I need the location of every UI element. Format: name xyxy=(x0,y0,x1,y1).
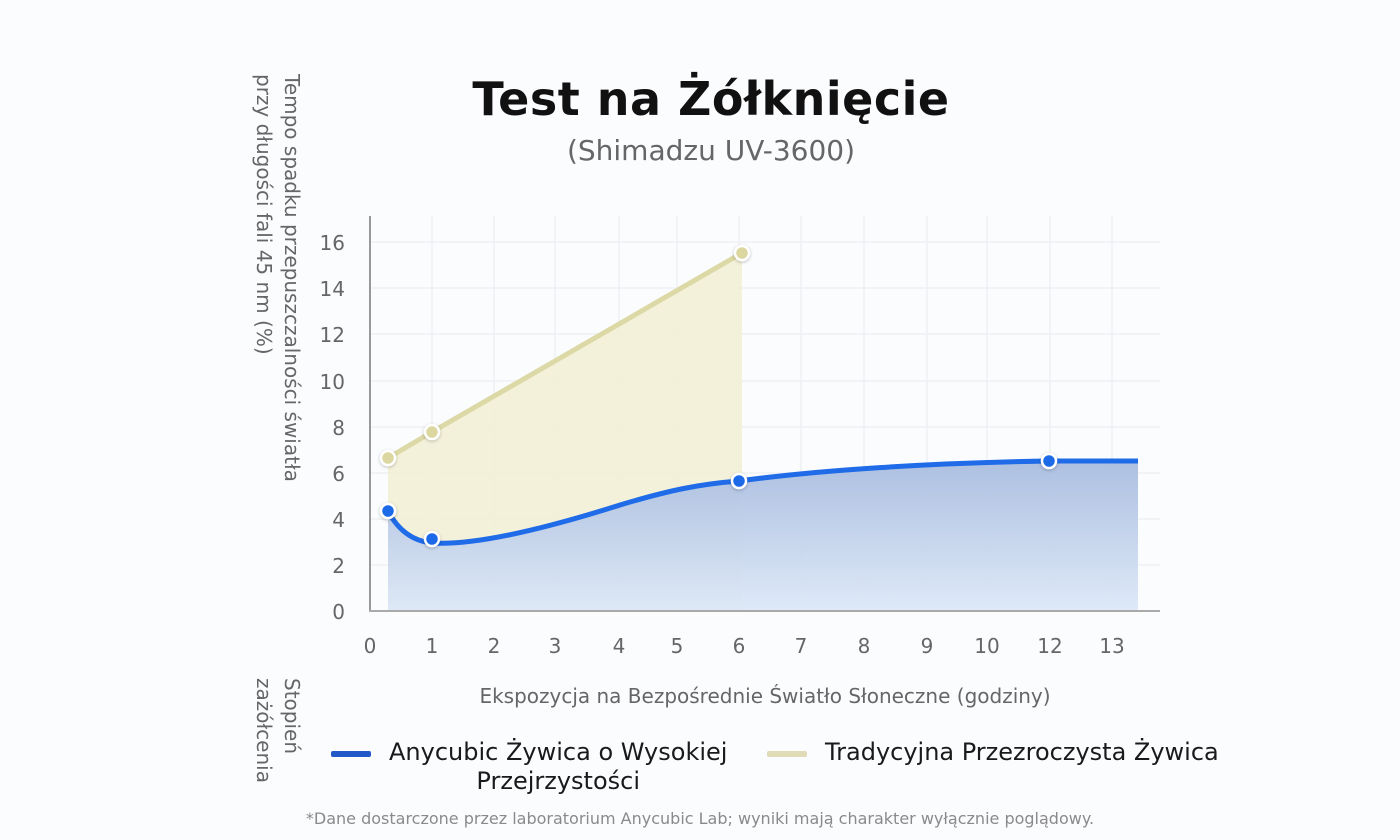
anycubic-resin-area xyxy=(388,461,1138,611)
legend-swatch-beige-icon xyxy=(767,751,807,757)
y-tick: 10 xyxy=(320,370,345,394)
x-tick: 6 xyxy=(733,634,746,658)
legend-item-traditional[interactable]: Tradycyjna Przezroczysta Żywica xyxy=(767,738,1219,767)
x-axis-label: Ekspozycja na Bezpośrednie Światło Słone… xyxy=(479,684,1051,708)
y-tick: 8 xyxy=(332,416,345,440)
y-axis-ticks: 0 2 4 6 8 10 12 14 16 xyxy=(320,231,345,624)
data-point[interactable] xyxy=(379,502,397,520)
x-tick: 10 xyxy=(974,634,999,658)
x-tick: 12 xyxy=(1037,634,1062,658)
legend-swatch-blue-icon xyxy=(331,751,371,757)
data-point[interactable] xyxy=(423,423,441,441)
x-tick: 3 xyxy=(549,634,562,658)
y-tick: 16 xyxy=(320,231,345,255)
legend-label-line1: Anycubic Żywica o Wysokiej xyxy=(389,738,728,766)
legend-item-anycubic[interactable]: Anycubic Żywica o Wysokiej Przejrzystośc… xyxy=(331,738,727,796)
y-tick: 0 xyxy=(332,600,345,624)
data-point[interactable] xyxy=(379,449,397,467)
y-axis-label: Tempo spadku przepuszczalności światła p… xyxy=(250,74,306,794)
x-tick: 2 xyxy=(488,634,501,658)
y-axis-label-line2: Stopień zażółcenia xyxy=(252,677,304,783)
data-point[interactable] xyxy=(423,530,441,548)
x-tick: 9 xyxy=(921,634,934,658)
x-tick: 0 xyxy=(364,634,377,658)
x-tick: 13 xyxy=(1099,634,1124,658)
legend-label: Anycubic Żywica o Wysokiej Przejrzystośc… xyxy=(389,738,727,796)
traditional-resin-points xyxy=(379,244,751,467)
x-tick: 5 xyxy=(671,634,684,658)
anycubic-resin-points xyxy=(379,452,1058,548)
y-tick: 4 xyxy=(332,508,345,532)
chart-title: Test na Żółknięcie xyxy=(472,72,950,126)
footnote: *Dane dostarczone przez laboratorium Any… xyxy=(305,809,1095,828)
data-point[interactable] xyxy=(730,472,748,490)
y-tick: 2 xyxy=(332,554,345,578)
y-tick: 12 xyxy=(320,323,345,347)
y-tick: 6 xyxy=(332,462,345,486)
x-axis-ticks: 0 1 2 3 4 5 6 7 8 9 10 12 13 xyxy=(364,634,1125,658)
data-point[interactable] xyxy=(1040,452,1058,470)
x-tick: 7 xyxy=(795,634,808,658)
y-tick: 14 xyxy=(320,277,345,301)
chart-legend: Anycubic Żywica o Wysokiej Przejrzystośc… xyxy=(0,738,1400,798)
x-tick: 4 xyxy=(613,634,626,658)
legend-label-line2: Przejrzystości xyxy=(476,767,641,795)
y-axis-label-line1: Tempo spadku przepuszczalności światła p… xyxy=(252,74,304,482)
chart-subtitle: (Shimadzu UV-3600) xyxy=(566,134,856,167)
x-tick: 8 xyxy=(858,634,871,658)
data-point[interactable] xyxy=(733,244,751,262)
x-tick: 1 xyxy=(426,634,439,658)
legend-label: Tradycyjna Przezroczysta Żywica xyxy=(825,738,1219,766)
